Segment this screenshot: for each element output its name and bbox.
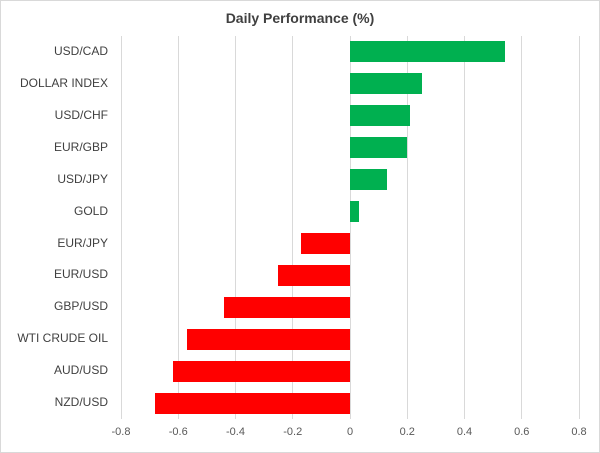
x-axis-tick-label: 0.4 [456,426,473,438]
gridline [464,36,465,419]
bar-usd-jpy [350,169,388,191]
x-axis-tick-label: -0.8 [111,426,131,438]
category-label: NZD/USD [54,395,108,410]
x-axis-tick-label: -0.2 [283,426,303,438]
category-label: WTI CRUDE OIL [17,331,108,346]
category-label: EUR/JPY [57,235,108,250]
x-axis-tick-label: 0.2 [399,426,415,438]
bar-nzd-usd [155,392,350,414]
gridline [406,36,408,419]
category-label: USD/CAD [53,44,108,58]
plot-area [120,36,580,419]
chart-title: Daily Performance (%) [225,10,375,26]
gridline [292,36,294,419]
bar-wti-crude-oil [186,328,350,350]
category-label: USD/CHF [54,107,108,122]
x-axis-tick-label: 0.6 [514,426,530,438]
bar-eur-jpy [301,232,350,254]
category-label: EUR/GBP [53,139,108,154]
x-axis-tick-label: 0 [346,426,354,438]
category-label: USD/JPY [57,171,108,186]
x-axis-tick-label: 0.8 [571,426,587,438]
bar-usd-chf [350,105,411,127]
gridline [120,36,122,419]
gridline [578,36,580,419]
bar-aud-usd [172,360,350,382]
gridline [521,36,523,419]
category-label: GOLD [73,203,108,218]
bar-gold [350,201,359,223]
x-axis-tick-label: -0.6 [168,426,188,438]
gridline [349,36,351,419]
bar-eur-gbp [350,137,408,159]
bar-eur-usd [278,264,350,286]
bar-dollar-index [350,73,422,95]
category-label: AUD/USD [53,363,108,378]
category-label: GBP/USD [53,299,108,314]
gridline [177,36,179,419]
bar-usd-cad [350,41,505,63]
bar-gbp-usd [224,296,350,318]
x-axis-tick-label: -0.4 [226,426,245,438]
gridline [235,36,236,419]
category-label: EUR/USD [53,267,108,282]
category-label: DOLLAR INDEX [19,75,108,90]
